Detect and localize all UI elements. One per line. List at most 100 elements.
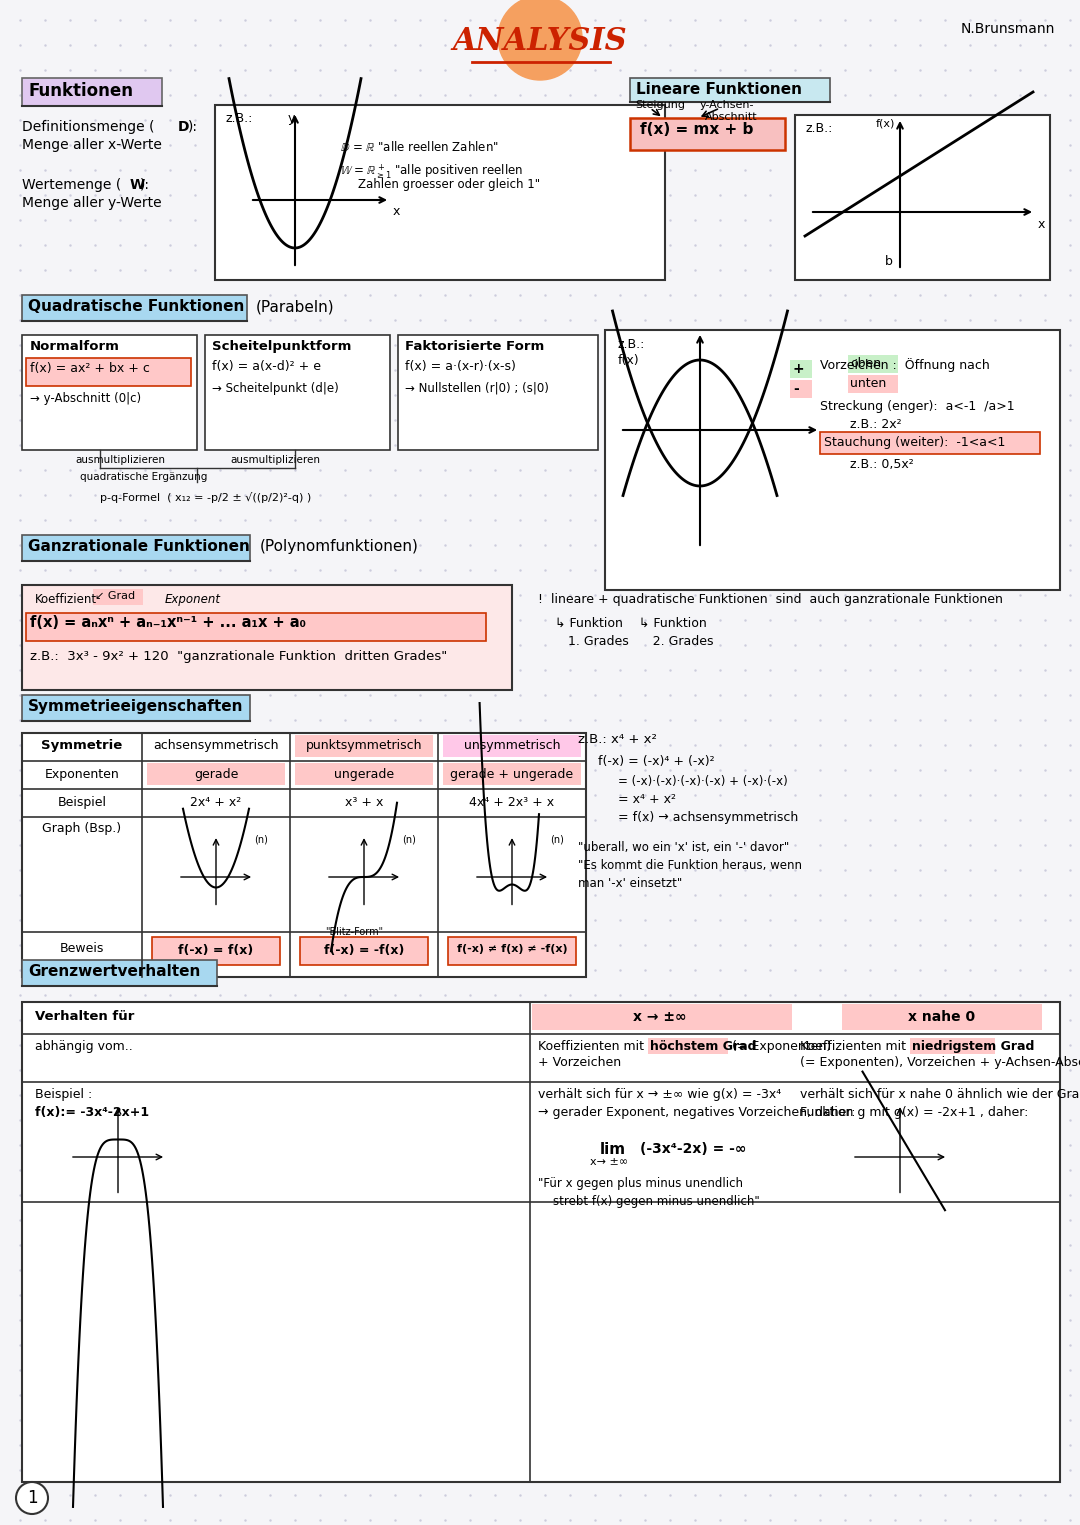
Text: Symmetrie: Symmetrie xyxy=(41,740,123,752)
Text: → Scheitelpunkt (d|e): → Scheitelpunkt (d|e) xyxy=(212,381,339,395)
Bar xyxy=(848,375,897,393)
Text: abhängig vom..: abhängig vom.. xyxy=(35,1040,133,1052)
Text: Abschnitt: Abschnitt xyxy=(705,111,758,122)
Text: Graph (Bsp.): Graph (Bsp.) xyxy=(42,822,121,836)
Bar xyxy=(22,734,586,978)
Text: niedrigstem Grad: niedrigstem Grad xyxy=(912,1040,1035,1052)
Text: x: x xyxy=(393,204,401,218)
Text: Definitionsmenge (: Definitionsmenge ( xyxy=(22,120,154,134)
Bar xyxy=(295,735,433,756)
Circle shape xyxy=(16,1482,48,1514)
Text: (n): (n) xyxy=(550,836,564,845)
Text: z.B.: 2x²: z.B.: 2x² xyxy=(850,418,902,432)
Text: verhält sich für x → ±∞ wie g(x) = -3x⁴: verhält sich für x → ±∞ wie g(x) = -3x⁴ xyxy=(538,1087,781,1101)
Text: ausmultiplizieren: ausmultiplizieren xyxy=(230,454,320,465)
Text: Exponenten: Exponenten xyxy=(44,769,120,781)
Text: y-Achsen-: y-Achsen- xyxy=(700,101,755,110)
Text: Scheitelpunktform: Scheitelpunktform xyxy=(212,340,351,352)
Text: 2x⁴ + x²: 2x⁴ + x² xyxy=(190,796,242,808)
Text: Zahlen groesser oder gleich 1": Zahlen groesser oder gleich 1" xyxy=(357,178,540,191)
Text: (Parabeln): (Parabeln) xyxy=(256,299,335,314)
Text: Koeffizienten mit: Koeffizienten mit xyxy=(538,1040,648,1052)
Bar xyxy=(205,336,390,450)
Text: Koeffizienten mit: Koeffizienten mit xyxy=(800,1040,910,1052)
Circle shape xyxy=(498,0,582,79)
Text: + Vorzeichen: + Vorzeichen xyxy=(538,1055,621,1069)
Text: z.B.:: z.B.: xyxy=(618,339,646,351)
Text: z.B.:  3x³ - 9x² + 120  "ganzrationale Funktion  dritten Grades": z.B.: 3x³ - 9x² + 120 "ganzrationale Fun… xyxy=(30,650,447,663)
Text: $\mathbb{D}$ = $\mathbb{R}$ "alle reellen Zahlen": $\mathbb{D}$ = $\mathbb{R}$ "alle reelle… xyxy=(340,140,499,154)
Bar xyxy=(399,336,598,450)
Bar xyxy=(630,117,785,149)
Text: x → ±∞: x → ±∞ xyxy=(633,1010,687,1023)
Text: f(x) = ax² + bx + c: f(x) = ax² + bx + c xyxy=(30,361,150,375)
Bar xyxy=(295,762,433,785)
Text: "uberall, wo ein 'x' ist, ein '-' davor": "uberall, wo ein 'x' ist, ein '-' davor" xyxy=(578,840,789,854)
Text: Koeffizient: Koeffizient xyxy=(35,593,97,605)
Text: ungerade: ungerade xyxy=(334,769,394,781)
Text: (-3x⁴-2x) = -∞: (-3x⁴-2x) = -∞ xyxy=(640,1142,746,1156)
Bar xyxy=(215,105,665,281)
Text: Verhalten für: Verhalten für xyxy=(35,1010,134,1023)
Text: gerade: gerade xyxy=(193,769,239,781)
Text: f(x) = aₙxⁿ + aₙ₋₁xⁿ⁻¹ + ... a₁x + a₀: f(x) = aₙxⁿ + aₙ₋₁xⁿ⁻¹ + ... a₁x + a₀ xyxy=(30,615,306,630)
Bar xyxy=(630,78,831,102)
Bar xyxy=(820,432,1040,454)
Text: = f(x) → achsensymmetrisch: = f(x) → achsensymmetrisch xyxy=(618,811,798,824)
Bar xyxy=(22,336,197,450)
Text: ANALYSIS: ANALYSIS xyxy=(453,26,627,58)
Text: f(x) = a·(x-r)·(x-s): f(x) = a·(x-r)·(x-s) xyxy=(405,360,516,374)
Bar xyxy=(300,936,428,965)
Text: Faktorisierte Form: Faktorisierte Form xyxy=(405,340,544,352)
Text: → y-Abschnitt (0|c): → y-Abschnitt (0|c) xyxy=(30,392,141,406)
Bar xyxy=(93,589,143,605)
Text: ):: ): xyxy=(140,178,150,192)
Text: z.B.:: z.B.: xyxy=(225,111,253,125)
Text: Steigung: Steigung xyxy=(635,101,685,110)
Text: unten: unten xyxy=(850,377,887,390)
Text: z.B.: x⁴ + x²: z.B.: x⁴ + x² xyxy=(578,734,657,746)
Text: = x⁴ + x²: = x⁴ + x² xyxy=(618,793,676,807)
Text: 1. Grades      2. Grades: 1. Grades 2. Grades xyxy=(568,634,714,648)
Bar xyxy=(443,735,581,756)
Text: (n): (n) xyxy=(254,836,268,845)
Text: b: b xyxy=(885,255,893,268)
Text: → Nullstellen (r|0) ; (s|0): → Nullstellen (r|0) ; (s|0) xyxy=(405,381,549,395)
Bar xyxy=(443,762,581,785)
Text: Beispiel :: Beispiel : xyxy=(35,1087,92,1101)
Text: unsymmetrisch: unsymmetrisch xyxy=(463,740,561,752)
Bar xyxy=(22,535,249,561)
Text: Vorzeichen :  Öffnung nach: Vorzeichen : Öffnung nach xyxy=(820,358,989,372)
Text: (= Exponenten), Vorzeichen + y-Achsen-Abschnitt: (= Exponenten), Vorzeichen + y-Achsen-Ab… xyxy=(800,1055,1080,1069)
Text: z.B.: 0,5x²: z.B.: 0,5x² xyxy=(850,458,914,471)
Text: verhält sich für x nahe 0 ähnlich wie der Graph der: verhält sich für x nahe 0 ähnlich wie de… xyxy=(800,1087,1080,1101)
Text: y: y xyxy=(288,111,295,125)
Text: Funktionen: Funktionen xyxy=(28,82,133,101)
Text: "Für x gegen plus minus unendlich: "Für x gegen plus minus unendlich xyxy=(538,1177,743,1190)
Text: Funktion g mit g(x) = -2x+1 , daher:: Funktion g mit g(x) = -2x+1 , daher: xyxy=(800,1106,1028,1119)
Text: f(x): f(x) xyxy=(618,354,639,368)
Text: ↳ Funktion    ↳ Funktion: ↳ Funktion ↳ Funktion xyxy=(555,618,706,630)
Text: "Es kommt die Funktion heraus, wenn: "Es kommt die Funktion heraus, wenn xyxy=(578,859,802,872)
Text: ↙ Grad: ↙ Grad xyxy=(95,592,135,601)
Text: f(-x) = (-x)⁴ + (-x)²: f(-x) = (-x)⁴ + (-x)² xyxy=(598,755,715,769)
Text: p-q-Formel  ( x₁₂ = -p/2 ± √((p/2)²-q) ): p-q-Formel ( x₁₂ = -p/2 ± √((p/2)²-q) ) xyxy=(100,493,311,503)
Text: z.B.:: z.B.: xyxy=(805,122,833,136)
Text: x: x xyxy=(1038,218,1045,230)
Text: Symmetrieeigenschaften: Symmetrieeigenschaften xyxy=(28,698,243,714)
Text: Ganzrationale Funktionen: Ganzrationale Funktionen xyxy=(28,538,249,554)
Text: x→ ±∞: x→ ±∞ xyxy=(590,1157,629,1167)
Text: Streckung (enger):  a<-1  /a>1: Streckung (enger): a<-1 /a>1 xyxy=(820,400,1014,413)
Text: f(-x) ≠ f(x) ≠ -f(x): f(-x) ≠ f(x) ≠ -f(x) xyxy=(457,944,567,955)
Text: höchstem Grad: höchstem Grad xyxy=(650,1040,756,1052)
Bar xyxy=(26,358,191,386)
Bar xyxy=(910,1039,995,1054)
Text: Exponent: Exponent xyxy=(165,593,221,605)
Text: (= Exponenten): (= Exponenten) xyxy=(732,1040,832,1052)
Text: f(x):= -3x⁴-2x+1: f(x):= -3x⁴-2x+1 xyxy=(35,1106,149,1119)
Text: Normalform: Normalform xyxy=(30,340,120,352)
Bar xyxy=(789,380,812,398)
Text: ):: ): xyxy=(188,120,198,134)
Text: -: - xyxy=(793,381,799,396)
Text: f(-x) = f(x): f(-x) = f(x) xyxy=(178,944,254,958)
